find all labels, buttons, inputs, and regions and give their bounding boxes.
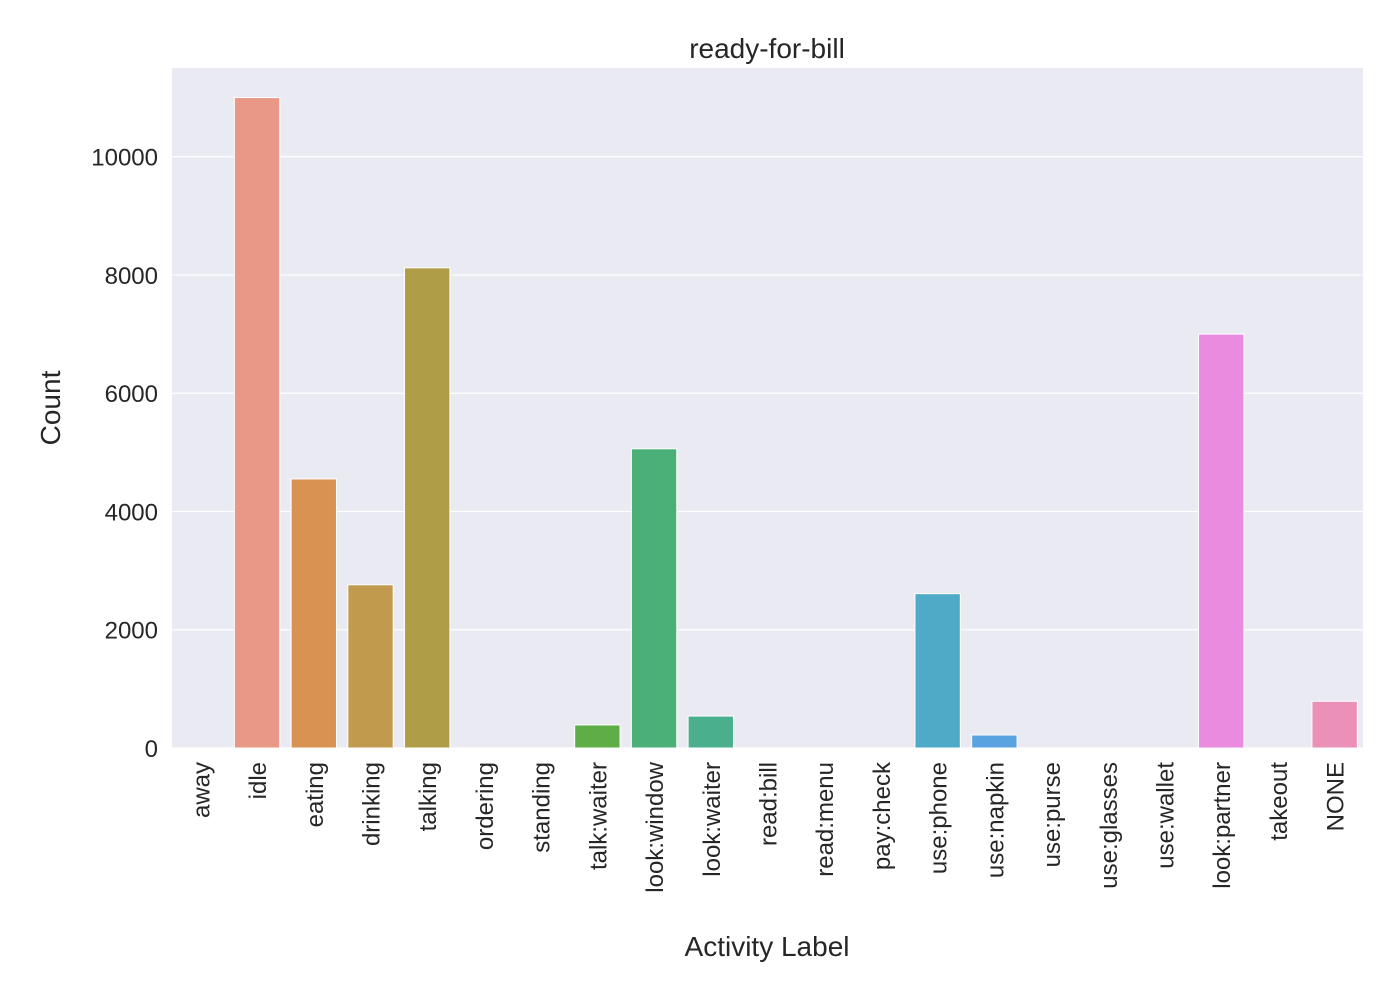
y-tick-label: 4000 <box>105 499 158 526</box>
y-axis-title: Count <box>35 370 66 445</box>
bar-talking <box>404 267 451 749</box>
x-tick-label: eating <box>302 762 329 827</box>
bar-use-phone <box>914 593 961 749</box>
x-tick-label: look:window <box>642 761 669 892</box>
x-tick-label: look:waiter <box>699 762 726 877</box>
x-tick-label: look:partner <box>1209 762 1236 889</box>
y-tick-label: 0 <box>145 736 158 763</box>
x-tick-label: NONE <box>1323 762 1350 831</box>
x-tick-labels: away idle eating drinking talking ordering sta… <box>188 761 1349 893</box>
x-tick-label: read:menu <box>812 762 839 877</box>
x-tick-label: takeout <box>1266 762 1293 841</box>
bar-look-partner <box>1198 333 1245 749</box>
bar-talk-waiter <box>574 724 621 749</box>
y-tick-label: 2000 <box>105 618 158 645</box>
bars <box>233 97 1358 749</box>
x-tick-label: use:wallet <box>1153 762 1180 869</box>
y-tick-label: 10000 <box>91 145 158 172</box>
x-tick-label: pay:check <box>869 761 896 870</box>
x-tick-label: standing <box>529 762 556 853</box>
bar-look-waiter <box>687 715 734 749</box>
x-tick-label: talk:waiter <box>585 762 612 870</box>
x-tick-label: use:napkin <box>982 762 1009 878</box>
x-tick-label: use:purse <box>1039 762 1066 867</box>
bar-use-napkin <box>971 734 1018 749</box>
x-axis-title: Activity Label <box>685 931 850 962</box>
bar-look-window <box>630 448 678 749</box>
bar-none <box>1311 700 1358 749</box>
x-tick-label: use:glasses <box>1096 762 1123 889</box>
bar-eating <box>290 478 337 749</box>
x-tick-label: idle <box>245 762 272 799</box>
x-tick-label: read:bill <box>756 762 783 846</box>
x-tick-label: use:phone <box>926 762 953 874</box>
x-tick-label: away <box>188 762 215 818</box>
x-tick-label: talking <box>415 762 442 831</box>
y-tick-label: 8000 <box>105 263 158 290</box>
bar-drinking <box>347 584 394 749</box>
x-tick-label: ordering <box>472 762 499 850</box>
y-tick-labels: 0 2000 4000 6000 8000 10000 <box>91 145 158 763</box>
y-tick-label: 6000 <box>105 381 158 408</box>
bar-idle <box>233 97 281 749</box>
x-tick-label: drinking <box>359 762 386 846</box>
chart-title: ready-for-bill <box>689 33 845 64</box>
